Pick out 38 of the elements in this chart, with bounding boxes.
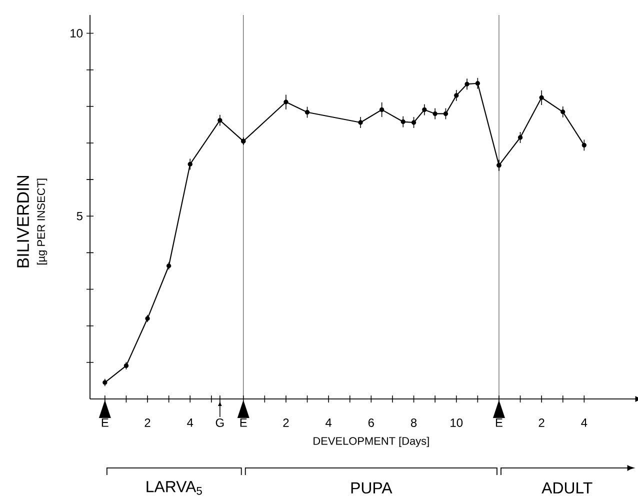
- point: [379, 107, 384, 112]
- x-tick-label: 4: [326, 418, 332, 427]
- x-tick-label: 2: [283, 418, 289, 427]
- x-tick-label: E: [496, 418, 502, 427]
- x-tick-label: E: [240, 418, 247, 427]
- point: [188, 162, 192, 167]
- point: [582, 142, 587, 148]
- text: [µg PER INSECT]: [36, 178, 48, 264]
- y-axis-title: BILIVERDIN: [17, 176, 29, 268]
- point: [518, 135, 523, 140]
- x-tick-label: 10: [450, 418, 463, 427]
- point: [539, 95, 544, 100]
- point: [475, 81, 480, 86]
- point: [464, 82, 470, 86]
- text: ADULT: [542, 482, 592, 494]
- x-tick-label: 8: [410, 418, 417, 427]
- point: [560, 110, 566, 114]
- x-tick-label: G: [216, 418, 224, 427]
- x-tick-label: E: [102, 418, 108, 427]
- text: LARVA$_{5}$: [146, 481, 202, 495]
- x-tick-label: 2: [538, 418, 544, 427]
- text: PUPA: [351, 482, 392, 494]
- y-tick-label: 5: [76, 212, 82, 220]
- x-tick-label: 4: [581, 418, 588, 427]
- x-tick-label: 2: [144, 418, 150, 427]
- x-tick-label: 6: [368, 418, 374, 427]
- x-tick-label: 4: [187, 418, 194, 427]
- point: [411, 120, 416, 125]
- point: [400, 119, 406, 124]
- point: [284, 100, 288, 104]
- point: [304, 110, 310, 115]
- point: [454, 93, 459, 98]
- point: [443, 111, 448, 116]
- point: [218, 118, 222, 123]
- x-axis-title: DEVELOPMENT [Days]: [314, 436, 429, 448]
- point: [422, 107, 427, 112]
- point: [432, 111, 438, 116]
- point: [358, 120, 363, 125]
